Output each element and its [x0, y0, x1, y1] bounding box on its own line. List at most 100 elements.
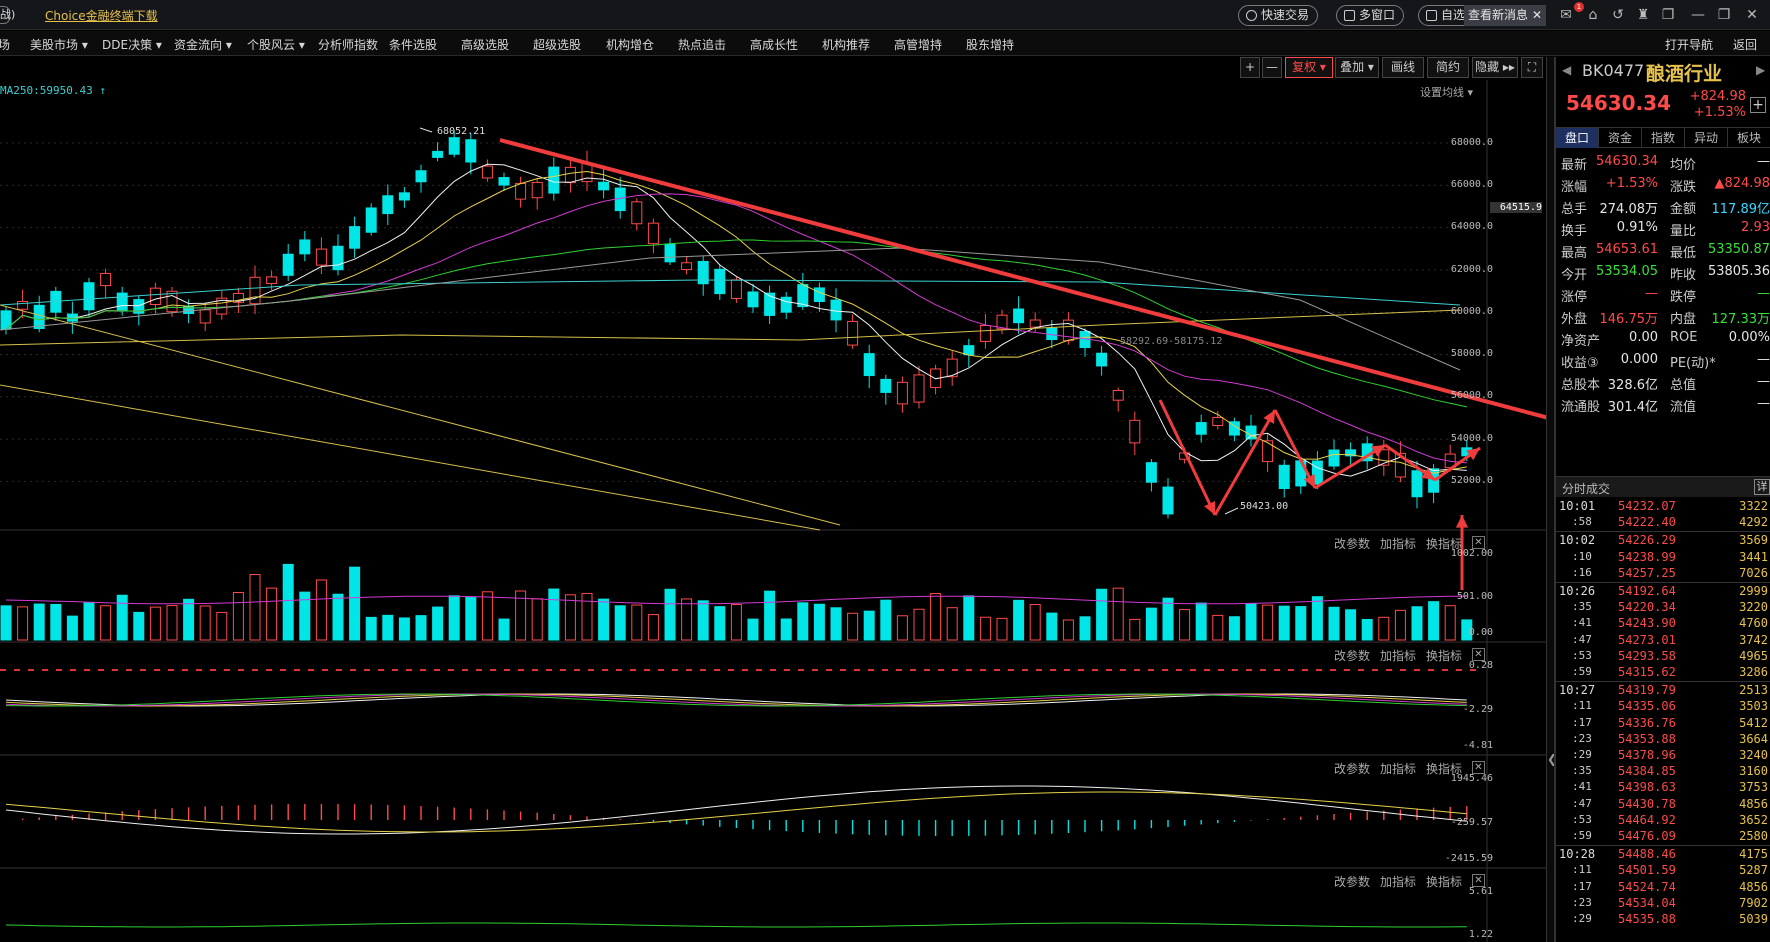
menu-item-us-market[interactable]: 美股市场 ▾ [30, 38, 88, 52]
candle-body [498, 177, 510, 186]
add-to-watchlist-icon[interactable]: + [1750, 97, 1766, 113]
candle-body [116, 292, 128, 312]
tab-sector[interactable]: 板块 [1728, 128, 1770, 148]
menu-item-capital-flow[interactable]: 资金流向 ▾ [174, 38, 232, 52]
volume-tick: 1002.00 [1450, 548, 1493, 559]
menu-item-stock-storm[interactable]: 个股风云 ▾ [247, 38, 305, 52]
tick-row: :47 54273.01 3742 [1556, 632, 1770, 649]
tick-time: :29 [1572, 748, 1592, 761]
prev-stock-icon[interactable]: ◀ [1562, 63, 1572, 77]
candle-body [332, 245, 344, 271]
mail-icon[interactable]: ✉ [1560, 7, 1572, 23]
menu-item-institution-add[interactable]: 机构增仓 [606, 38, 655, 52]
tab-capital[interactable]: 资金 [1599, 128, 1642, 148]
close-icon[interactable]: ✕ [1472, 874, 1485, 887]
change-params-button[interactable]: 改参数 [1334, 875, 1371, 889]
volume-bar [133, 611, 145, 641]
add-indicator-button[interactable]: 加指标 [1380, 875, 1417, 889]
candle-body [1145, 462, 1157, 483]
menu-item-executive-add[interactable]: 高管增持 [894, 38, 943, 52]
choice-download-link[interactable]: Choice金融终端下载 [45, 9, 158, 23]
indicator2-panel-tools: 改参数 加指标 换指标 [1334, 647, 1472, 664]
tick-row: :10 54238.99 3441 [1556, 549, 1770, 566]
next-stock-icon[interactable]: ▶ [1756, 63, 1766, 77]
tab-order-book[interactable]: 盘口 [1556, 128, 1599, 148]
fullscreen-icon[interactable]: ⛶ [1521, 57, 1543, 78]
tick-price: 54293.58 [1618, 648, 1676, 663]
switch-indicator-button[interactable]: 换指标 [1426, 649, 1463, 663]
panel-splitter[interactable]: ❮ [1546, 57, 1558, 942]
volume-bar [166, 605, 178, 641]
draw-line-button[interactable]: 画线 [1382, 57, 1424, 78]
volume-bar [531, 598, 543, 641]
tick-price: 54243.90 [1618, 616, 1676, 631]
price-tick: 56000.0 [1450, 390, 1493, 401]
close-icon[interactable]: ✕ [1472, 761, 1485, 774]
price-tick: 68000.0 [1450, 137, 1493, 148]
menu-item-advanced-select[interactable]: 高级选股 [461, 38, 510, 52]
tick-detail-button[interactable]: 详 [1754, 479, 1770, 495]
zoom-in-button[interactable]: + [1240, 57, 1260, 78]
maximize-icon[interactable]: ❐ [1717, 7, 1731, 23]
overlay-dropdown[interactable]: 叠加 ▾ [1335, 57, 1379, 78]
open-navigation-link[interactable]: 打开导航 [1665, 38, 1714, 52]
tick-volume: 3220 [1739, 600, 1768, 615]
tab-anomaly[interactable]: 异动 [1685, 128, 1728, 148]
change-params-button[interactable]: 改参数 [1334, 762, 1371, 776]
close-icon[interactable]: ✕ [1472, 536, 1485, 549]
back-link[interactable]: 返回 [1733, 38, 1758, 52]
switch-indicator-button[interactable]: 换指标 [1426, 875, 1463, 889]
tick-price: 54257.25 [1618, 565, 1676, 580]
add-indicator-button[interactable]: 加指标 [1380, 537, 1417, 551]
volume-bar [1029, 604, 1041, 641]
tab-index[interactable]: 指数 [1642, 128, 1685, 148]
menu-item-dde[interactable]: DDE决策 ▾ [102, 38, 162, 52]
menu-item-live[interactable]: 现场 [0, 38, 11, 52]
menu-item-super-select[interactable]: 超级选股 [533, 38, 582, 52]
kline-chart[interactable] [0, 0, 1546, 942]
quote-value: 53534.05 [1595, 264, 1658, 279]
menu-item-growth[interactable]: 高成长性 [750, 38, 799, 52]
multi-window-button[interactable]: 多窗口 [1336, 5, 1405, 26]
home-icon[interactable]: ⌂ [1588, 7, 1598, 23]
add-indicator-button[interactable]: 加指标 [1380, 649, 1417, 663]
candle-body [1112, 390, 1124, 401]
ma-settings-dropdown[interactable]: 设置均线 ▾ [1420, 86, 1474, 99]
quote-label: 昨收 [1670, 268, 1697, 283]
collapse-arrow-icon[interactable]: ❮ [1547, 752, 1558, 766]
news-notification-button[interactable]: 查看新消息 ✕ [1464, 5, 1547, 26]
quote-row: 涨幅 +1.53% 涨跌 ▲824.98 [1556, 173, 1770, 195]
quote-label: 跌停 [1670, 290, 1697, 305]
adjust-price-dropdown[interactable]: 复权 ▾ [1285, 57, 1333, 78]
add-indicator-button[interactable]: 加指标 [1380, 762, 1417, 776]
tick-volume: 2513 [1739, 683, 1768, 698]
simple-view-button[interactable]: 简约 [1427, 57, 1469, 78]
refresh-icon[interactable]: ↺ [1612, 7, 1624, 23]
switch-indicator-button[interactable]: 换指标 [1426, 762, 1463, 776]
tick-row: :58 54222.40 4292 [1556, 514, 1770, 531]
menu-item-hotspot[interactable]: 热点追击 [678, 38, 727, 52]
menu-item-shareholder-add[interactable]: 股东增持 [966, 38, 1015, 52]
menu-item-condition-select[interactable]: 条件选股 [389, 38, 438, 52]
quote-row: 最高 54653.61 最低 53350.87 [1556, 239, 1770, 261]
volume-bar [481, 591, 493, 641]
zoom-out-button[interactable]: — [1262, 57, 1282, 78]
switch-indicator-button[interactable]: 换指标 [1426, 537, 1463, 551]
change-params-button[interactable]: 改参数 [1334, 649, 1371, 663]
quick-trade-button[interactable]: 快速交易 [1238, 5, 1319, 26]
volume-bar [1062, 619, 1074, 641]
candle-body [1328, 449, 1340, 467]
candle-body [996, 314, 1008, 330]
menu-item-institution-recommend[interactable]: 机构推荐 [822, 38, 871, 52]
hide-button[interactable]: 隐藏 ▸▸ [1472, 57, 1518, 78]
restore-window-icon[interactable]: ❐ [1661, 7, 1675, 23]
close-icon[interactable]: ✕ [1472, 648, 1485, 661]
tick-row: :11 54501.59 5287 [1556, 862, 1770, 879]
change-params-button[interactable]: 改参数 [1334, 537, 1371, 551]
tick-volume: 7026 [1739, 565, 1768, 580]
menu-item-analyst-index[interactable]: 分析师指数 [318, 38, 379, 52]
skin-icon[interactable]: ♜ [1636, 7, 1650, 23]
minimize-icon[interactable]: — [1691, 7, 1705, 23]
close-icon[interactable]: ✕ [1532, 8, 1543, 22]
close-window-icon[interactable]: ✕ [1746, 7, 1758, 23]
